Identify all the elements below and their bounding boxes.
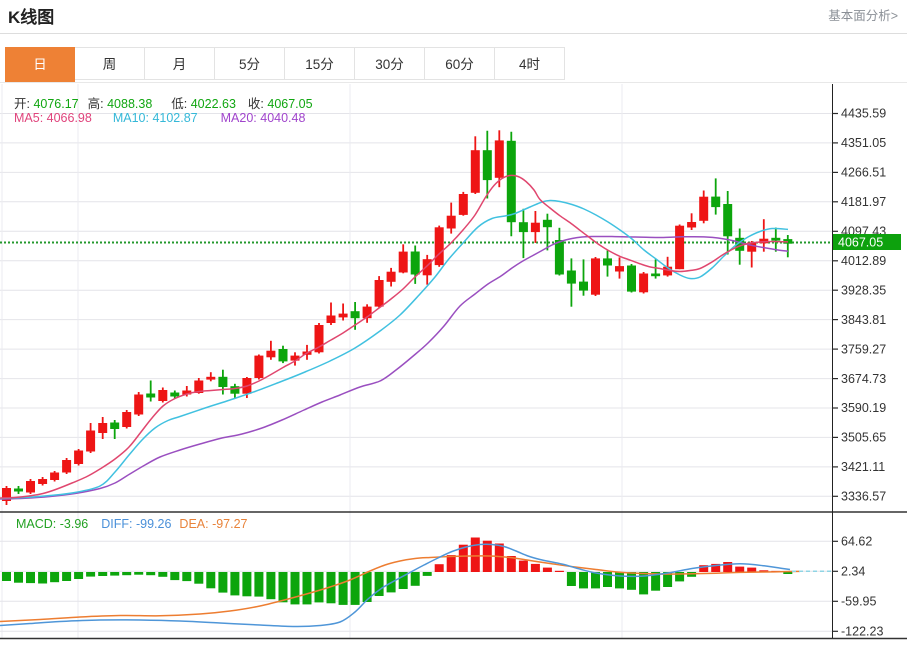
svg-text:4351.05: 4351.05 [841,136,886,150]
svg-text:3843.81: 3843.81 [841,313,886,327]
svg-text:3674.73: 3674.73 [841,372,886,386]
svg-text:3421.11: 3421.11 [841,460,885,474]
svg-text:3928.35: 3928.35 [841,283,886,297]
svg-text:-59.95: -59.95 [841,595,876,609]
svg-text:3759.27: 3759.27 [841,342,886,356]
svg-text:4067.05: 4067.05 [838,236,883,250]
svg-text:3590.19: 3590.19 [841,401,886,415]
svg-text:4266.51: 4266.51 [841,166,886,180]
svg-text:64.62: 64.62 [841,535,872,549]
svg-text:3336.57: 3336.57 [841,490,886,504]
svg-text:4435.59: 4435.59 [841,107,886,121]
svg-text:2.34: 2.34 [841,565,865,579]
svg-text:4012.89: 4012.89 [841,254,886,268]
svg-text:4181.97: 4181.97 [841,195,886,209]
svg-text:3505.65: 3505.65 [841,431,886,445]
svg-text:-122.23: -122.23 [841,625,883,639]
